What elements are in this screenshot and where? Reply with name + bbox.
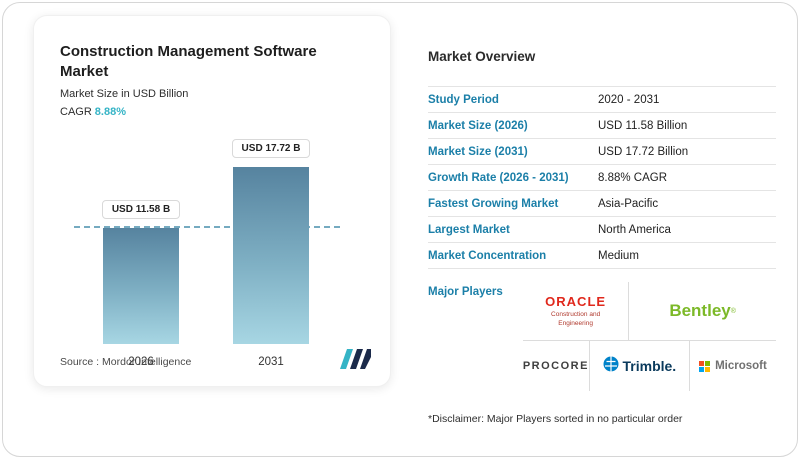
bar-chart: USD 11.58 B 2026 USD 17.72 B 2031 [74,134,362,368]
row-value: USD 11.58 Billion [598,119,688,132]
row-label: Market Size (2031) [428,145,528,158]
market-overview-panel: Market Overview Study Period 2020 - 2031… [428,49,776,425]
row-label: Growth Rate (2026 - 2031) [428,171,569,184]
table-row: Study Period 2020 - 2031 [428,87,776,113]
bar-2031 [233,166,309,344]
chart-card: Construction Management Software Market … [33,15,391,387]
row-label: Study Period [428,93,499,106]
table-row: Market Size (2026) USD 11.58 Billion [428,113,776,139]
bar-2026 [103,228,179,344]
cagr-label: CAGR [60,106,92,118]
chart-subtitle: Market Size in USD Billion [60,88,189,100]
bentley-registered-mark: ® [730,307,736,315]
x-tick-2026: 2026 [128,356,154,368]
table-row: Largest Market North America [428,217,776,243]
bentley-logo: Bentley ® [629,282,776,340]
table-row: Market Size (2031) USD 17.72 Billion [428,139,776,165]
overview-table: Study Period 2020 - 2031 Market Size (20… [428,86,776,269]
chart-title: Construction Management Software Market [60,43,317,81]
bentley-logo-text: Bentley [669,301,731,320]
cagr-value: 8.88% [94,106,126,118]
overview-title: Market Overview [428,49,536,64]
x-tick-2031: 2031 [258,356,284,368]
row-value: 2020 - 2031 [598,93,660,106]
row-label: Market Size (2026) [428,119,528,132]
table-row: Growth Rate (2026 - 2031) 8.88% CAGR [428,165,776,191]
major-players-grid: ORACLE Construction and Engineering Bent… [523,282,776,391]
trimble-globe-icon [603,356,619,377]
source-row: Source : Mordor Intelligence [60,349,372,374]
row-label: Market Concentration [428,249,547,262]
major-players-section: Major Players ORACLE Construction and En… [428,282,776,391]
mordor-intelligence-logo-icon [338,349,372,374]
row-value: Asia-Pacific [598,197,659,210]
bar-value-label-2031: USD 17.72 B [231,138,311,158]
row-value: USD 17.72 Billion [598,145,689,158]
row-label: Fastest Growing Market [428,197,559,210]
table-row: Fastest Growing Market Asia-Pacific [428,191,776,217]
procore-logo-text: PROCORE [522,360,589,372]
oracle-logo-text: ORACLE [545,293,607,309]
microsoft-squares-icon [699,360,711,372]
row-value: North America [598,223,671,236]
row-label: Largest Market [428,223,510,236]
microsoft-logo-text: Microsoft [715,360,767,372]
bar-column-2026: USD 11.58 B 2026 [101,200,181,368]
disclaimer-text: *Disclaimer: Major Players sorted in no … [428,413,683,425]
table-row: Market Concentration Medium [428,243,776,269]
reference-line [74,226,340,229]
row-value: Medium [598,249,639,262]
microsoft-logo: Microsoft [690,341,776,391]
procore-logo: PROCORE [523,341,589,391]
cagr-line: CAGR 8.88% [60,106,126,118]
bar-column-2031: USD 17.72 B 2031 [231,138,311,368]
trimble-logo-text: Trimble. [622,358,677,374]
row-value: 8.88% CAGR [598,171,668,184]
source-text: Source : Mordor Intelligence [60,355,192,368]
oracle-logo: ORACLE Construction and Engineering [523,282,630,340]
bar-value-label-2026: USD 11.58 B [101,200,181,220]
trimble-logo: Trimble. [588,341,690,391]
oracle-logo-subtext: Construction and Engineering [551,310,601,327]
major-players-label: Major Players [428,286,503,298]
